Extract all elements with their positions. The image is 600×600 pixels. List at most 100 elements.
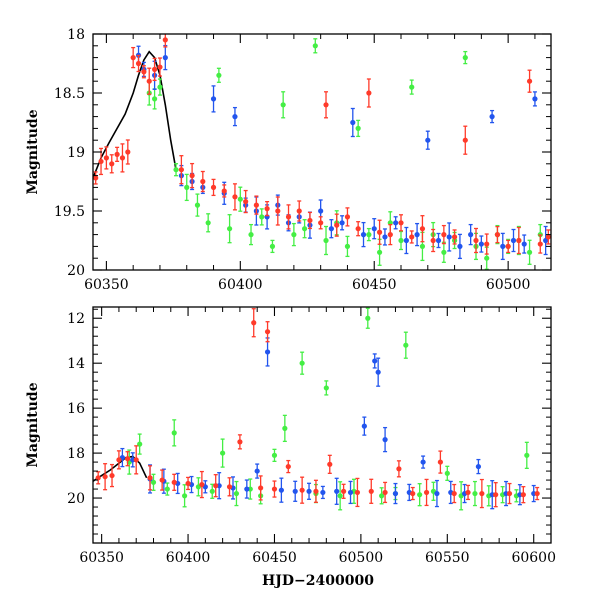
data-point [534, 490, 540, 497]
data-point [102, 474, 108, 480]
data-point [339, 220, 345, 226]
data-point [178, 167, 184, 173]
data-point [350, 119, 356, 126]
data-point [526, 78, 533, 84]
data-point [306, 488, 312, 494]
data-point [133, 457, 139, 463]
data-point [493, 492, 499, 498]
data-point [475, 463, 482, 470]
data-point [233, 490, 240, 497]
data-point [164, 486, 170, 492]
data-point [341, 488, 347, 494]
data-point [365, 315, 371, 321]
data-point [137, 441, 143, 447]
x-ticks: 60350 60400 60450 60500 [84, 34, 536, 293]
data-point [243, 198, 249, 205]
data-point [376, 249, 383, 255]
data-point [392, 490, 399, 497]
data-point [299, 487, 305, 493]
data-point [194, 202, 201, 208]
data-point [430, 237, 436, 244]
data-point [451, 490, 457, 497]
data-point [182, 493, 188, 499]
data-point [484, 255, 490, 261]
data-point [473, 237, 479, 244]
data-point [462, 55, 468, 61]
data-point [355, 125, 361, 131]
data-point [226, 226, 233, 232]
data-point [210, 96, 217, 102]
data-point [506, 490, 513, 497]
data-point [441, 232, 447, 238]
data-point [146, 78, 152, 84]
data-point [291, 232, 297, 238]
series-0 [93, 34, 551, 255]
x-tick-label: 60600 [511, 550, 556, 566]
data-point [220, 450, 226, 456]
data-point [213, 483, 219, 489]
series-1 [135, 44, 549, 261]
data-point [157, 84, 163, 90]
data-point [282, 425, 288, 431]
data-point [462, 137, 468, 143]
x-tick-label: 60400 [218, 277, 263, 293]
data-point [516, 237, 522, 244]
data-point [435, 237, 442, 244]
data-point [334, 488, 340, 494]
data-point [162, 37, 168, 43]
data-point [232, 194, 238, 200]
y-tick-label: 18 [67, 446, 85, 462]
data-point [313, 488, 319, 494]
data-point [368, 488, 374, 494]
data-point [269, 243, 276, 249]
series-0 [95, 308, 540, 509]
data-point [320, 489, 326, 496]
data-point [205, 220, 211, 226]
data-point [494, 232, 501, 238]
data-point [109, 161, 115, 167]
data-point [444, 470, 450, 476]
data-point [434, 490, 440, 497]
data-point [221, 188, 227, 194]
data-point [292, 488, 298, 494]
y-ticks: 12 14 16 18 20 [67, 308, 551, 544]
data-point [371, 226, 377, 232]
data-point [159, 477, 165, 483]
data-point [244, 486, 250, 492]
data-point [264, 206, 270, 212]
data-point [150, 479, 157, 485]
bottom-panel: 60350 60400 60450 60500 60550 60600 12 14 16 18 20 [67, 306, 556, 566]
data-point [344, 214, 351, 220]
data-point [301, 226, 308, 232]
data-point [500, 243, 506, 249]
plot-frame [92, 306, 552, 544]
data-point [457, 243, 463, 249]
x-tick-label: 60550 [425, 550, 470, 566]
y-tick-label: 14 [67, 356, 85, 372]
x-axis-title: HJD−2400000 [262, 573, 374, 589]
data-point [130, 55, 136, 61]
data-point [521, 241, 527, 247]
data-point [537, 241, 543, 247]
data-point [420, 459, 426, 465]
y-tick-label: 20 [67, 263, 85, 279]
data-point [489, 114, 495, 120]
y-tick-label: 19.5 [54, 204, 85, 220]
data-point [312, 43, 318, 49]
data-point [361, 423, 367, 429]
x-ticks: 60350 60400 60450 60500 60550 60600 [79, 307, 556, 566]
data-point [285, 214, 292, 220]
x-tick-label: 60500 [486, 277, 531, 293]
data-point [323, 385, 329, 391]
x-tick-label: 60450 [352, 277, 397, 293]
data-point [337, 493, 343, 499]
data-point [162, 55, 168, 61]
data-point [532, 96, 538, 102]
data-point [425, 137, 431, 143]
data-point [226, 484, 233, 490]
data-point [318, 220, 324, 226]
data-point [479, 490, 485, 497]
data-point [403, 237, 409, 244]
data-point [254, 468, 260, 474]
data-point [98, 158, 104, 165]
